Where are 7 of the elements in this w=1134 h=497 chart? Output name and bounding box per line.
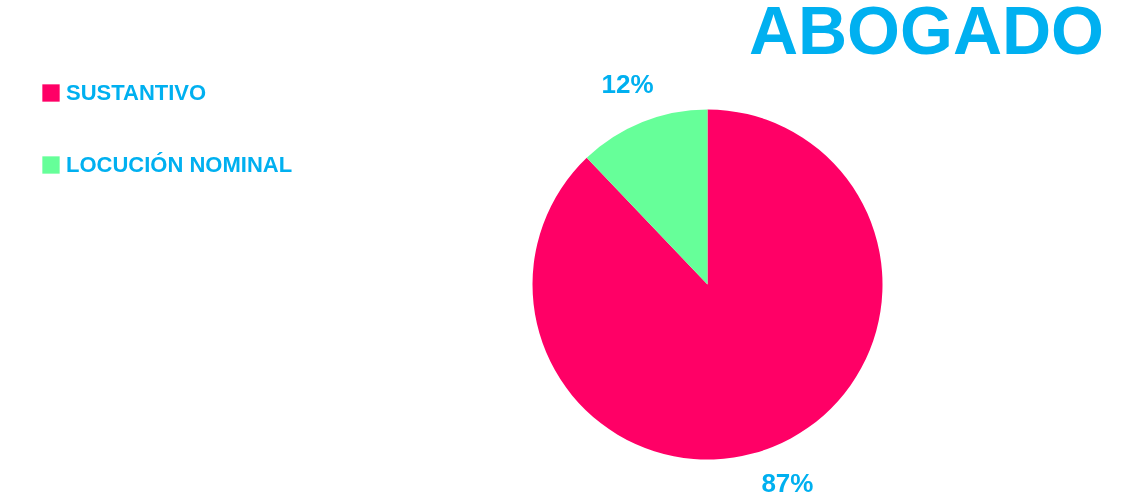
legend-label: SUSTANTIVO [66, 80, 207, 105]
pie-slice [586, 109, 708, 285]
data-label: 87% [761, 468, 814, 497]
chart-title: ABOGADO [748, 0, 1104, 68]
legend-label: LOCUCIÓN NOMINAL [66, 152, 293, 177]
data-label: 12% [601, 68, 654, 99]
pie-slice [532, 109, 883, 460]
